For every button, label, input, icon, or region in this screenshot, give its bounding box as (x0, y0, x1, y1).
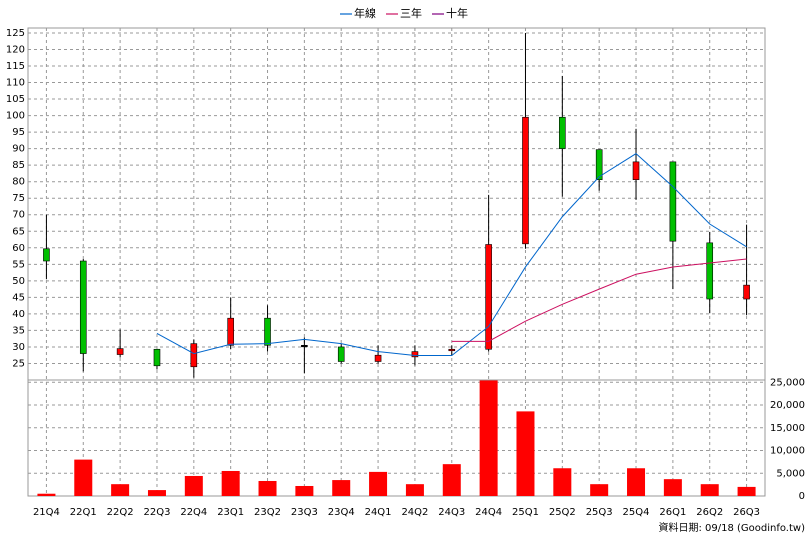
legend-label: 十年 (446, 6, 468, 20)
volume-bar (258, 480, 277, 496)
candle-body (595, 149, 603, 181)
candle-body (374, 354, 382, 362)
candle-body (79, 260, 87, 354)
y-tick-label: 65 (12, 226, 25, 237)
volume-bar (553, 468, 572, 496)
volume-bar (221, 470, 240, 496)
x-tick-label: 24Q4 (475, 507, 502, 518)
candle-body (411, 351, 419, 358)
volume-bar (295, 485, 314, 496)
x-tick-label: 24Q1 (365, 507, 392, 518)
x-tick-label: 26Q3 (733, 507, 760, 518)
x-tick-label: 22Q1 (70, 507, 97, 518)
y-tick-label: 50 (12, 276, 25, 287)
volume-bar (627, 468, 646, 496)
y2-tick-label: 5,000 (776, 468, 805, 479)
candle-body (706, 242, 714, 300)
y-tick-label: 45 (12, 292, 25, 303)
y-tick-label: 125 (6, 28, 25, 39)
candle-body (448, 348, 456, 352)
y2-tick-label: 0 (799, 491, 805, 502)
volume-bar (37, 493, 56, 496)
candle-body (743, 284, 750, 300)
y-tick-label: 110 (6, 78, 25, 89)
candle-body (190, 343, 198, 368)
volume-bar (479, 380, 498, 496)
y2-tick-label: 10,000 (770, 446, 805, 457)
volume-bar (737, 486, 756, 496)
candle-body (485, 244, 492, 350)
legend-label: 年線 (354, 6, 376, 20)
line-series (156, 152, 747, 357)
candle-body (116, 348, 124, 355)
x-tick-label: 25Q2 (549, 507, 576, 518)
candle-body (227, 317, 234, 346)
x-tick-label: 23Q1 (217, 507, 244, 518)
y-tick-label: 90 (12, 144, 25, 155)
y2-tick-label: 15,000 (770, 423, 805, 434)
volume-bar (369, 471, 388, 496)
y-tick-label: 100 (6, 111, 25, 122)
x-tick-label: 23Q3 (291, 507, 318, 518)
y2-tick-label: 20,000 (770, 400, 805, 411)
y-tick-label: 115 (6, 61, 25, 72)
candle-body (559, 116, 566, 149)
candle-body (522, 116, 529, 245)
x-tick-label: 22Q3 (143, 507, 170, 518)
y2-tick-label: 25,000 (770, 377, 805, 388)
x-tick-label: 23Q4 (328, 507, 355, 518)
volume-bar (147, 490, 166, 496)
volume-bar (442, 464, 461, 496)
x-tick-label: 26Q1 (659, 507, 686, 518)
x-tick-label: 25Q4 (623, 507, 650, 518)
y-tick-label: 40 (12, 309, 25, 320)
y-tick-label: 80 (12, 177, 25, 188)
volume-bar (700, 484, 719, 496)
y-tick-label: 85 (12, 160, 25, 171)
candle-body (669, 161, 677, 242)
y-tick-label: 25 (12, 358, 25, 369)
candle-body (632, 161, 640, 181)
price-panel (27, 27, 766, 381)
x-tick-label: 25Q3 (586, 507, 613, 518)
candle-body (153, 348, 161, 367)
y-tick-label: 95 (12, 127, 25, 138)
y-tick-label: 35 (12, 325, 25, 336)
line-series (451, 258, 747, 342)
y-tick-label: 70 (12, 210, 25, 221)
x-tick-label: 26Q2 (696, 507, 723, 518)
y-tick-label: 30 (12, 342, 25, 353)
volume-bar (405, 484, 424, 496)
x-tick-label: 24Q2 (401, 507, 428, 518)
x-tick-label: 21Q4 (33, 507, 60, 518)
y-tick-label: 75 (12, 193, 25, 204)
y-tick-label: 105 (6, 94, 25, 105)
volume-bar (590, 484, 609, 496)
volume-bar (74, 459, 93, 496)
y-tick-label: 55 (12, 259, 25, 270)
volume-bar (184, 475, 203, 496)
candle-body (337, 346, 345, 362)
volume-bar (516, 411, 535, 496)
y-tick-label: 60 (12, 243, 25, 254)
candle-body (301, 344, 308, 348)
volume-bar (663, 479, 682, 496)
volume-bar (332, 480, 351, 496)
y-tick-label: 120 (6, 44, 25, 55)
x-tick-label: 22Q4 (180, 507, 207, 518)
x-tick-label: 24Q3 (438, 507, 465, 518)
volume-bar (111, 484, 130, 496)
candle-body (43, 248, 50, 262)
x-tick-label: 23Q2 (254, 507, 281, 518)
source-note: 資料日期: 09/18 (Goodinfo.tw) (658, 521, 805, 534)
x-tick-label: 22Q2 (107, 507, 134, 518)
legend-label: 三年 (400, 6, 422, 20)
volume-panel (27, 379, 766, 497)
x-tick-label: 25Q1 (512, 507, 539, 518)
candle-body (264, 317, 271, 346)
